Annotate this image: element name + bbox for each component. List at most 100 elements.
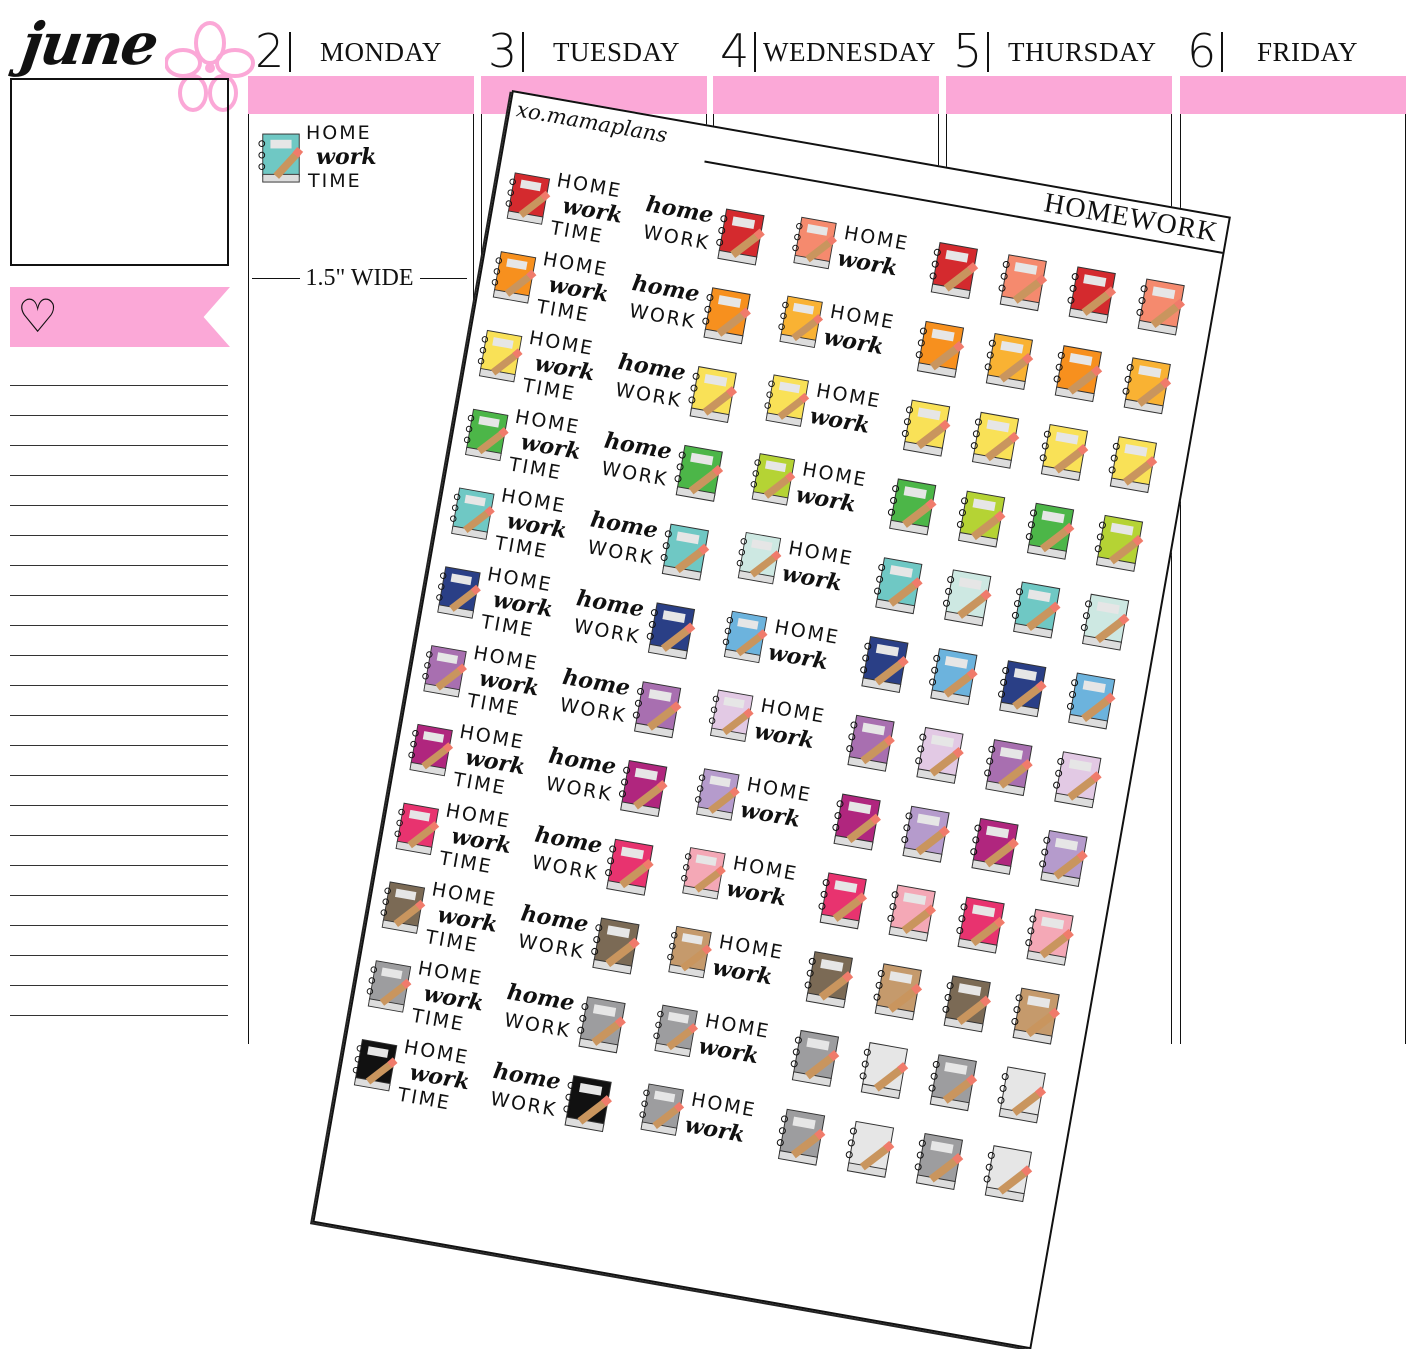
day-header-bar bbox=[1180, 76, 1406, 114]
homework-time-sticker: HOME work TIME bbox=[402, 714, 542, 806]
sticker-home-script: home bbox=[532, 821, 605, 859]
notebook-icon bbox=[1066, 672, 1116, 730]
small-notebook-sticker bbox=[896, 803, 956, 872]
notebook-icon bbox=[970, 817, 1019, 875]
homework-time-sticker: HOME work TIME bbox=[416, 636, 556, 728]
small-notebook-sticker bbox=[799, 949, 859, 1018]
notebook-icon bbox=[1025, 502, 1075, 560]
notebook-icon bbox=[563, 1075, 612, 1133]
small-notebook-sticker bbox=[923, 1052, 983, 1121]
sticker-work-caps: WORK bbox=[502, 1008, 573, 1043]
notebook-icon bbox=[874, 557, 923, 615]
notebook-icon bbox=[639, 1083, 685, 1136]
notebook-icon bbox=[915, 726, 964, 784]
day-number: 6 bbox=[1187, 24, 1217, 78]
small-notebook-sticker bbox=[854, 1040, 914, 1109]
small-notebook-sticker bbox=[1020, 906, 1080, 975]
small-notebook-sticker bbox=[827, 791, 887, 860]
sticker-time-text: TIME bbox=[395, 1083, 453, 1115]
small-notebook-sticker bbox=[964, 815, 1024, 884]
sticker-home-script: home bbox=[546, 742, 619, 781]
home-work-sticker: home WORK bbox=[497, 979, 637, 1071]
sticker-work-caps: WORK bbox=[599, 457, 670, 491]
homework-time-sticker: HOME work TIME bbox=[485, 242, 625, 334]
home-work-label-sticker: HOME work bbox=[634, 1080, 768, 1161]
small-notebook-sticker bbox=[1006, 985, 1066, 1054]
notebook-icon bbox=[764, 374, 810, 427]
day-divider bbox=[987, 32, 989, 72]
home-work-sticker: home WORK bbox=[595, 428, 735, 520]
small-notebook-sticker bbox=[978, 737, 1038, 806]
small-notebook-sticker bbox=[1131, 276, 1191, 345]
small-notebook-sticker bbox=[882, 882, 942, 951]
notebook-icon bbox=[956, 490, 1006, 548]
home-work-label-sticker: HOME work bbox=[703, 686, 837, 767]
notebook-icon bbox=[845, 1120, 895, 1178]
notebook-icon bbox=[1039, 423, 1089, 481]
small-notebook-sticker bbox=[840, 1118, 900, 1187]
notebook-icon bbox=[436, 566, 481, 619]
notebook-icon bbox=[1053, 751, 1102, 809]
width-label-text: 1.5" WIDE bbox=[305, 265, 414, 291]
home-work-label-sticker: HOME work bbox=[689, 765, 823, 846]
notebook-icon bbox=[380, 881, 426, 934]
sticker-work-caps: WORK bbox=[613, 378, 684, 413]
notebook-icon bbox=[887, 478, 937, 536]
home-work-label-sticker: HOME work bbox=[648, 1001, 782, 1082]
sticker-work-caps: WORK bbox=[544, 772, 615, 806]
sticker-work-caps: WORK bbox=[516, 930, 587, 964]
sticker-home-script: home bbox=[518, 900, 591, 938]
sticker-home-script: home bbox=[574, 585, 646, 623]
home-work-label-sticker: HOME work bbox=[717, 607, 851, 688]
notebook-icon bbox=[901, 399, 951, 457]
note-line bbox=[10, 775, 228, 776]
notebook-icon bbox=[667, 925, 712, 979]
homework-time-sticker: HOME work TIME bbox=[457, 399, 597, 491]
notebook-icon bbox=[804, 951, 854, 1009]
hibiscus-flower-icon bbox=[165, 21, 255, 112]
notebook-icon bbox=[1080, 593, 1130, 651]
small-notebook-sticker bbox=[868, 555, 928, 624]
homework-time-sticker: HOME work TIME bbox=[471, 321, 611, 413]
home-work-sticker: home WORK bbox=[622, 270, 762, 362]
small-notebook-sticker bbox=[840, 712, 900, 781]
day-column-4[interactable] bbox=[1180, 114, 1406, 1044]
homework-time-sticker: HOME work TIME bbox=[388, 793, 528, 885]
small-notebook-sticker bbox=[1033, 828, 1093, 897]
homework-time-sticker: HOME work TIME bbox=[430, 557, 570, 649]
small-notebook-sticker bbox=[1062, 264, 1122, 333]
note-line bbox=[10, 625, 228, 626]
home-work-sticker: home WORK bbox=[567, 585, 707, 677]
note-line bbox=[10, 1015, 228, 1016]
notebook-icon bbox=[1136, 278, 1186, 336]
notebook-icon bbox=[914, 1133, 964, 1190]
home-work-label-sticker: HOME work bbox=[731, 528, 865, 609]
notebook-icon bbox=[477, 329, 523, 383]
notebook-icon bbox=[901, 805, 950, 863]
notebook-icon bbox=[792, 216, 837, 270]
notebook-icon bbox=[258, 133, 304, 183]
small-notebook-sticker bbox=[937, 567, 997, 636]
day-divider bbox=[1221, 32, 1223, 72]
note-line bbox=[10, 715, 228, 716]
small-notebook-sticker bbox=[882, 476, 942, 545]
notebook-icon bbox=[887, 884, 937, 942]
notebook-icon bbox=[716, 208, 765, 266]
notebook-icon bbox=[778, 295, 824, 349]
small-notebook-sticker bbox=[937, 973, 997, 1042]
small-notebook-sticker bbox=[1117, 355, 1177, 424]
notebook-icon bbox=[1122, 357, 1172, 415]
sticker-time-text: TIME bbox=[308, 170, 362, 192]
home-work-sticker: home WORK bbox=[484, 1058, 624, 1150]
day-name: FRIDAY bbox=[1257, 37, 1359, 67]
note-line bbox=[10, 655, 228, 656]
sticker-home-script: home bbox=[560, 663, 633, 702]
notebook-icon bbox=[688, 366, 738, 424]
note-line bbox=[10, 535, 228, 536]
note-line bbox=[10, 685, 228, 686]
day-header-bar bbox=[248, 76, 474, 114]
note-line bbox=[10, 895, 228, 896]
small-notebook-sticker bbox=[813, 870, 873, 939]
small-notebook-sticker bbox=[924, 240, 984, 309]
homework-time-sticker: HOME work TIME bbox=[374, 872, 514, 964]
